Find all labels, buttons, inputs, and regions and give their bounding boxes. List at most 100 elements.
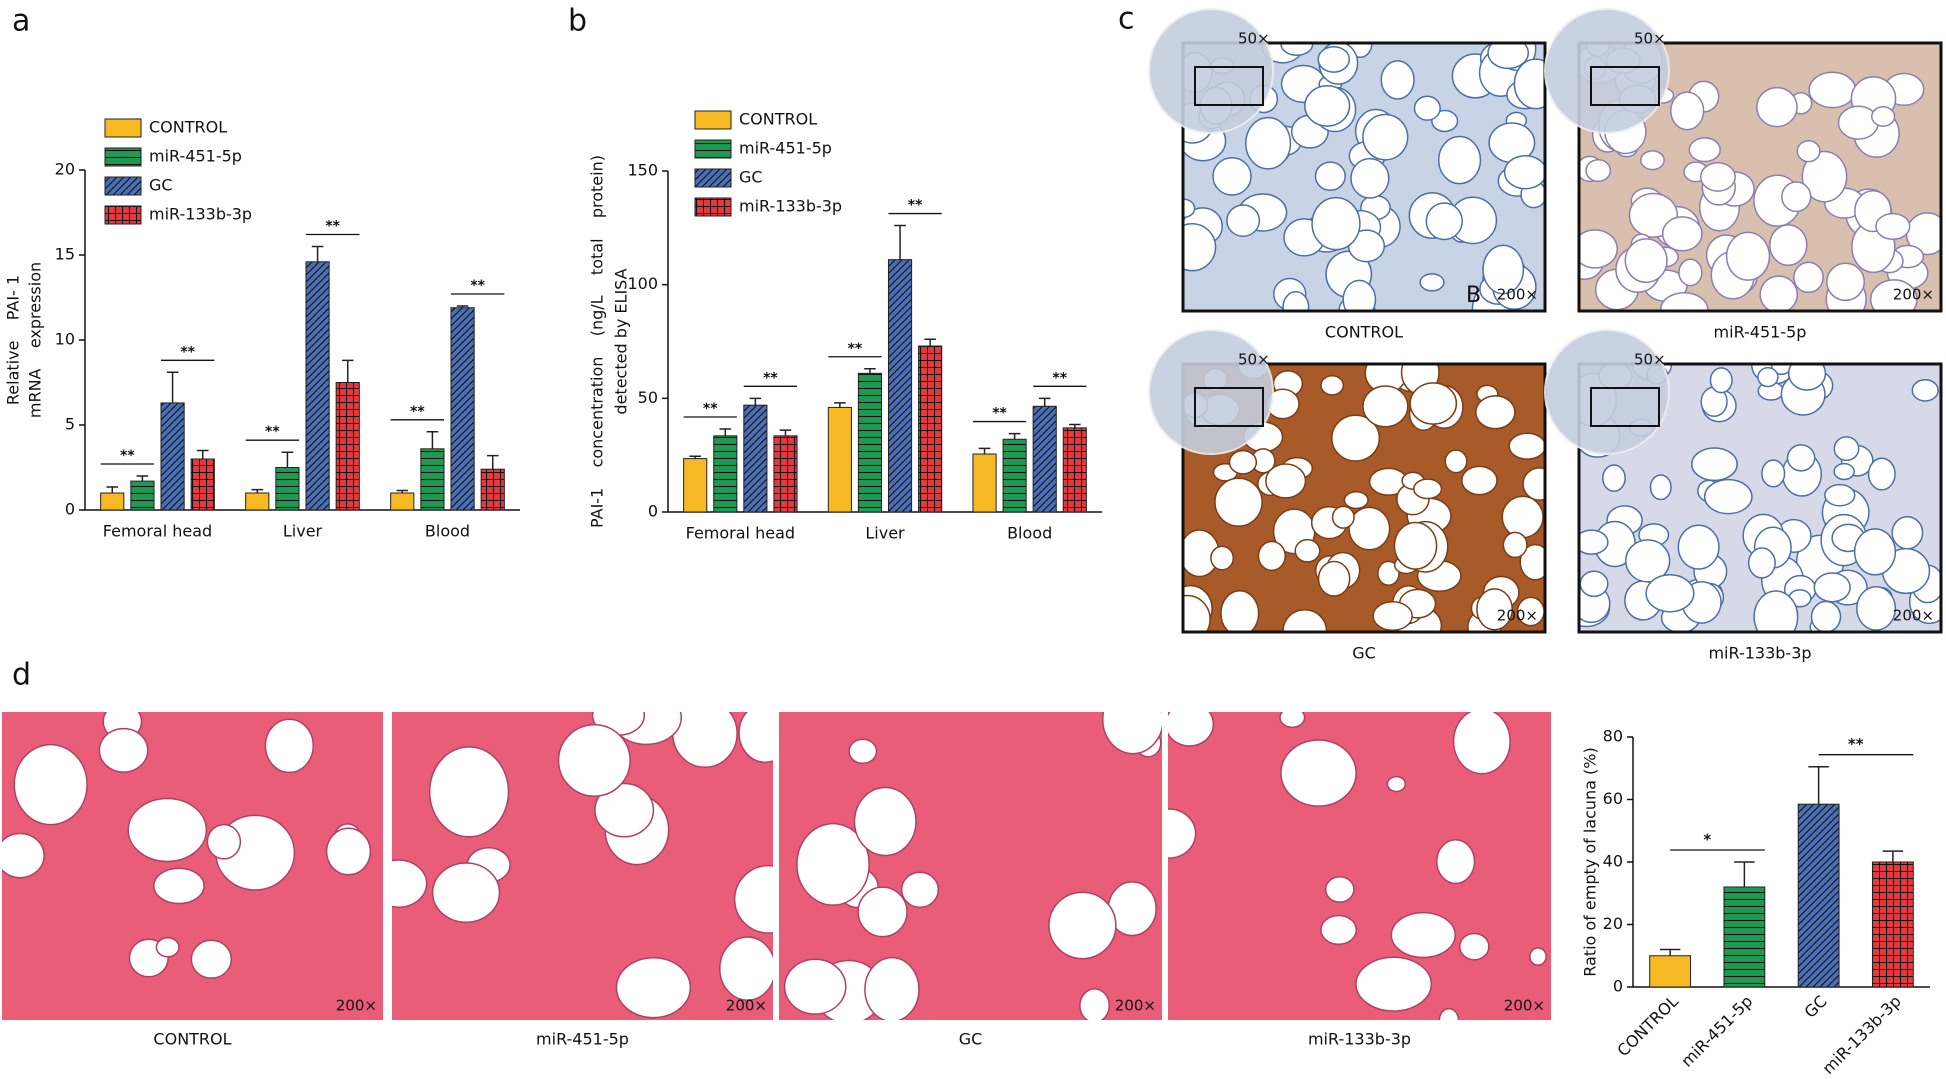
cell [1691, 447, 1738, 482]
cell [1183, 594, 1211, 632]
y-axis-label: Ratio of empty of lacuna (%) [1581, 747, 1600, 977]
bar [743, 404, 768, 513]
bar [918, 345, 943, 513]
magnification: 200× [1893, 286, 1934, 304]
image-label: CONTROL [1325, 323, 1403, 342]
y-tick-label: 10 [55, 330, 75, 349]
cell [1709, 367, 1733, 394]
cell [1813, 572, 1851, 603]
cell [1228, 449, 1258, 475]
y-tick-label: 5 [65, 415, 75, 434]
cell [1294, 538, 1321, 563]
legend-swatch [694, 168, 732, 188]
cell [1435, 838, 1476, 885]
bar [1002, 438, 1027, 513]
cell [1413, 478, 1443, 500]
cell [594, 782, 655, 838]
cell [1079, 988, 1111, 1020]
error-bar [1008, 432, 1021, 440]
cell [1320, 914, 1358, 946]
cell [1355, 956, 1433, 1012]
x-tick-label: Liver [865, 524, 905, 543]
significance-label: * [1703, 831, 1711, 849]
significance-label: ** [1848, 735, 1864, 753]
bar [773, 435, 798, 513]
cell [1048, 891, 1117, 960]
cell [1787, 364, 1827, 391]
cell [1279, 712, 1306, 729]
image-frame [1181, 362, 1547, 634]
cell [1304, 84, 1351, 127]
cell [1311, 196, 1361, 251]
cell [719, 936, 773, 1001]
error-bar [1069, 423, 1081, 428]
cell [1386, 775, 1407, 793]
error-bar [924, 338, 936, 347]
cell [1678, 258, 1703, 287]
cell [1661, 216, 1703, 252]
error-bar [1808, 765, 1829, 805]
error-bar [196, 449, 209, 459]
error-bar [1659, 948, 1681, 956]
bar [1723, 886, 1766, 988]
error-bar [281, 451, 294, 468]
cell [1602, 464, 1626, 492]
legend-label: CONTROL [739, 110, 817, 129]
cell [1624, 238, 1668, 284]
cell [1833, 436, 1860, 462]
cell [1212, 156, 1252, 196]
cell [1502, 531, 1528, 559]
error-bar [749, 397, 762, 406]
cell [1343, 491, 1369, 510]
cell [1487, 43, 1530, 70]
error-bar [894, 224, 906, 260]
cell [1210, 545, 1235, 571]
cell [1757, 367, 1779, 388]
cell [206, 823, 242, 860]
cell [1801, 150, 1848, 203]
cell [1431, 109, 1459, 133]
error-bar [834, 402, 846, 408]
cell [900, 871, 940, 909]
cell [1871, 106, 1896, 127]
inset-magnification: 50× [1634, 351, 1666, 369]
y-axis-label: Relative PAI- 1 [4, 275, 23, 405]
cell [428, 746, 510, 838]
y-tick-label: 20 [1603, 914, 1623, 933]
image-label: miR-133b-3p [1308, 1030, 1411, 1049]
bar [190, 458, 215, 511]
inset-magnification: 50× [1634, 30, 1666, 48]
error-bar [341, 359, 354, 383]
x-tick-label: miR-133b-3p [1819, 992, 1905, 1078]
cell [1856, 585, 1897, 631]
error-bar [136, 475, 149, 482]
magnification: 200× [726, 997, 767, 1015]
cell [1282, 291, 1310, 311]
bar [160, 402, 185, 511]
significance-label: ** [410, 404, 425, 420]
significance-label: ** [848, 341, 863, 357]
cell [1461, 465, 1498, 496]
cell [1362, 113, 1409, 161]
x-tick-label: GC [1801, 992, 1831, 1022]
cell [1245, 116, 1292, 170]
x-tick-label: Femoral head [686, 524, 795, 543]
image-label: GC [1352, 644, 1376, 663]
inset-box [1590, 387, 1660, 427]
cell [1331, 414, 1381, 462]
image-label: CONTROL [153, 1030, 231, 1049]
bar [480, 468, 505, 511]
micrograph [779, 712, 1162, 1020]
cell [1317, 45, 1351, 73]
bar [1649, 955, 1692, 988]
cell [1867, 457, 1896, 491]
cell [1796, 139, 1821, 163]
error-bar [251, 488, 264, 493]
cell [1320, 374, 1345, 396]
cell [1409, 382, 1458, 425]
cell [1529, 947, 1547, 966]
cell [1390, 911, 1456, 959]
inset-circle [1544, 329, 1670, 455]
cell [1482, 244, 1525, 295]
